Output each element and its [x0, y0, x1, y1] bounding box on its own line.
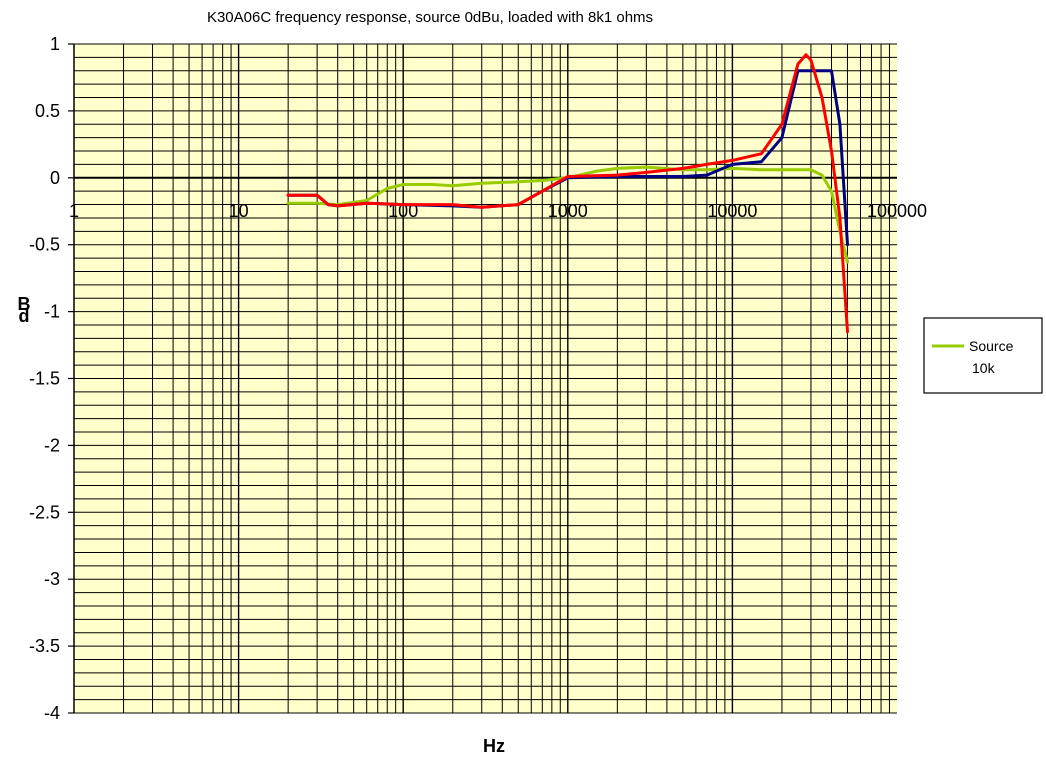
series-lines	[286, 53, 849, 334]
x-tick-label: 10	[229, 201, 249, 221]
x-tick-label: 100000	[867, 201, 927, 221]
source-10k-line	[286, 165, 849, 264]
y-tick-label: -1	[44, 302, 60, 322]
chart-title: K30A06C frequency response, source 0dBu,…	[207, 9, 653, 26]
y-tick-label: -1.5	[29, 369, 60, 389]
y-tick-label: -0.5	[29, 235, 60, 255]
grid	[73, 43, 897, 714]
series-3-line	[286, 53, 849, 334]
y-tick-label: -3	[44, 569, 60, 589]
y-axis-label: d	[19, 306, 30, 326]
y-tick-label: -2	[44, 435, 60, 455]
x-tick-label: 1000	[548, 201, 588, 221]
legend: Source 10k	[923, 317, 1043, 394]
x-tick-label: 1	[69, 201, 79, 221]
y-tick-label: -4	[44, 703, 60, 723]
legend-label: Source	[969, 338, 1014, 354]
legend-label: 10k	[972, 360, 996, 376]
y-tick-label: 1	[50, 34, 60, 54]
y-tick-label: 0.5	[35, 101, 60, 121]
x-tick-label: 10000	[707, 201, 757, 221]
y-tick-label: -3.5	[29, 636, 60, 656]
y-tick-label: -2.5	[29, 502, 60, 522]
x-axis-label: Hz	[483, 736, 505, 756]
legend-box	[923, 317, 1043, 394]
y-tick-label: 0	[50, 168, 60, 188]
y-axis-label: B	[18, 294, 31, 314]
